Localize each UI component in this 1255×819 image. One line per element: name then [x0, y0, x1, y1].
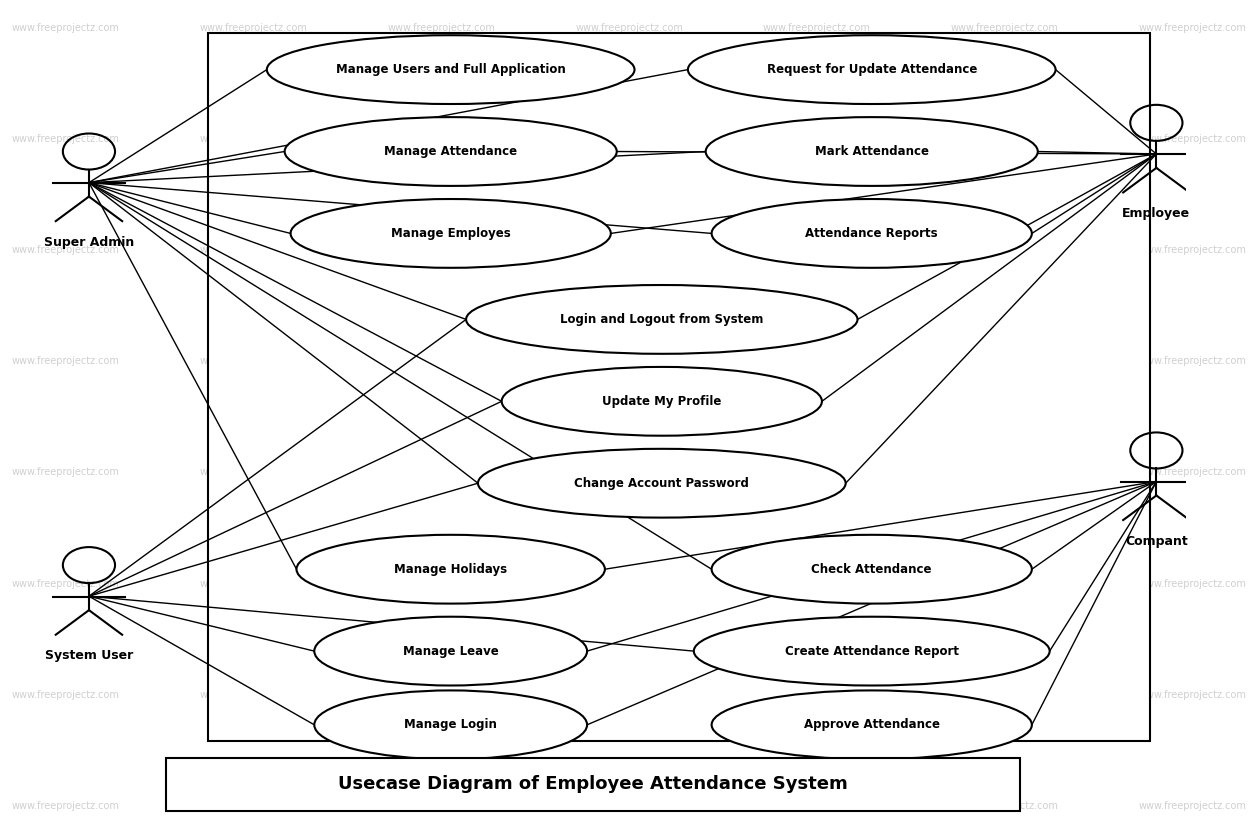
- Text: www.freeprojectz.com: www.freeprojectz.com: [575, 245, 683, 255]
- Text: www.freeprojectz.com: www.freeprojectz.com: [1138, 578, 1246, 589]
- Ellipse shape: [688, 35, 1055, 104]
- Text: www.freeprojectz.com: www.freeprojectz.com: [388, 578, 496, 589]
- Text: www.freeprojectz.com: www.freeprojectz.com: [763, 468, 871, 477]
- Text: www.freeprojectz.com: www.freeprojectz.com: [575, 690, 683, 699]
- Ellipse shape: [267, 35, 635, 104]
- Text: Employee: Employee: [1122, 207, 1191, 220]
- Text: Attendance Reports: Attendance Reports: [806, 227, 937, 240]
- Text: www.freeprojectz.com: www.freeprojectz.com: [388, 801, 496, 811]
- Text: www.freeprojectz.com: www.freeprojectz.com: [200, 23, 307, 33]
- Text: Request for Update Attendance: Request for Update Attendance: [767, 63, 976, 76]
- Text: Manage Login: Manage Login: [404, 718, 497, 731]
- Text: www.freeprojectz.com: www.freeprojectz.com: [388, 690, 496, 699]
- Ellipse shape: [285, 117, 616, 186]
- Ellipse shape: [712, 199, 1032, 268]
- Text: www.freeprojectz.com: www.freeprojectz.com: [200, 690, 307, 699]
- Text: www.freeprojectz.com: www.freeprojectz.com: [763, 23, 871, 33]
- Text: www.freeprojectz.com: www.freeprojectz.com: [11, 468, 119, 477]
- Text: www.freeprojectz.com: www.freeprojectz.com: [11, 578, 119, 589]
- Text: www.freeprojectz.com: www.freeprojectz.com: [11, 134, 119, 144]
- Text: www.freeprojectz.com: www.freeprojectz.com: [575, 23, 683, 33]
- Text: Create Attendance Report: Create Attendance Report: [784, 645, 959, 658]
- Text: www.freeprojectz.com: www.freeprojectz.com: [388, 23, 496, 33]
- Text: www.freeprojectz.com: www.freeprojectz.com: [1138, 801, 1246, 811]
- Text: www.freeprojectz.com: www.freeprojectz.com: [951, 356, 1059, 366]
- Text: www.freeprojectz.com: www.freeprojectz.com: [1138, 23, 1246, 33]
- Text: www.freeprojectz.com: www.freeprojectz.com: [200, 578, 307, 589]
- Text: Check Attendance: Check Attendance: [812, 563, 932, 576]
- Text: Change Account Password: Change Account Password: [575, 477, 749, 490]
- Text: www.freeprojectz.com: www.freeprojectz.com: [763, 690, 871, 699]
- Text: www.freeprojectz.com: www.freeprojectz.com: [11, 801, 119, 811]
- Text: Login and Logout from System: Login and Logout from System: [560, 313, 763, 326]
- Text: www.freeprojectz.com: www.freeprojectz.com: [1138, 468, 1246, 477]
- Text: System User: System User: [45, 649, 133, 663]
- Text: www.freeprojectz.com: www.freeprojectz.com: [200, 468, 307, 477]
- Text: www.freeprojectz.com: www.freeprojectz.com: [763, 245, 871, 255]
- Ellipse shape: [712, 535, 1032, 604]
- Text: Manage Employes: Manage Employes: [390, 227, 511, 240]
- Text: www.freeprojectz.com: www.freeprojectz.com: [951, 801, 1059, 811]
- Text: www.freeprojectz.com: www.freeprojectz.com: [11, 23, 119, 33]
- Ellipse shape: [466, 285, 857, 354]
- Ellipse shape: [296, 535, 605, 604]
- Text: Super Admin: Super Admin: [44, 236, 134, 249]
- Text: www.freeprojectz.com: www.freeprojectz.com: [1138, 134, 1246, 144]
- Text: Manage Leave: Manage Leave: [403, 645, 498, 658]
- Text: www.freeprojectz.com: www.freeprojectz.com: [951, 23, 1059, 33]
- Text: www.freeprojectz.com: www.freeprojectz.com: [200, 801, 307, 811]
- Text: www.freeprojectz.com: www.freeprojectz.com: [763, 578, 871, 589]
- Text: www.freeprojectz.com: www.freeprojectz.com: [575, 468, 683, 477]
- Text: www.freeprojectz.com: www.freeprojectz.com: [1138, 690, 1246, 699]
- Ellipse shape: [314, 617, 587, 686]
- Text: www.freeprojectz.com: www.freeprojectz.com: [11, 356, 119, 366]
- Text: www.freeprojectz.com: www.freeprojectz.com: [951, 468, 1059, 477]
- Text: www.freeprojectz.com: www.freeprojectz.com: [200, 245, 307, 255]
- Text: www.freeprojectz.com: www.freeprojectz.com: [1138, 245, 1246, 255]
- Text: Usecase Diagram of Employee Attendance System: Usecase Diagram of Employee Attendance S…: [338, 776, 848, 793]
- Text: Manage Users and Full Application: Manage Users and Full Application: [336, 63, 566, 76]
- Text: www.freeprojectz.com: www.freeprojectz.com: [951, 578, 1059, 589]
- Text: www.freeprojectz.com: www.freeprojectz.com: [951, 134, 1059, 144]
- Text: www.freeprojectz.com: www.freeprojectz.com: [388, 356, 496, 366]
- Text: www.freeprojectz.com: www.freeprojectz.com: [11, 690, 119, 699]
- Text: Manage Attendance: Manage Attendance: [384, 145, 517, 158]
- Ellipse shape: [712, 690, 1032, 759]
- Text: www.freeprojectz.com: www.freeprojectz.com: [951, 245, 1059, 255]
- Text: www.freeprojectz.com: www.freeprojectz.com: [763, 134, 871, 144]
- Text: Compant: Compant: [1124, 535, 1187, 548]
- Text: Approve Attendance: Approve Attendance: [803, 718, 940, 731]
- Text: Manage Holidays: Manage Holidays: [394, 563, 507, 576]
- Text: www.freeprojectz.com: www.freeprojectz.com: [388, 468, 496, 477]
- Text: www.freeprojectz.com: www.freeprojectz.com: [575, 134, 683, 144]
- Text: www.freeprojectz.com: www.freeprojectz.com: [388, 134, 496, 144]
- Text: Update My Profile: Update My Profile: [602, 395, 722, 408]
- Text: www.freeprojectz.com: www.freeprojectz.com: [11, 245, 119, 255]
- Text: www.freeprojectz.com: www.freeprojectz.com: [575, 801, 683, 811]
- Text: Mark Attendance: Mark Attendance: [814, 145, 929, 158]
- Text: www.freeprojectz.com: www.freeprojectz.com: [575, 578, 683, 589]
- Ellipse shape: [291, 199, 611, 268]
- Ellipse shape: [694, 617, 1049, 686]
- Text: www.freeprojectz.com: www.freeprojectz.com: [763, 801, 871, 811]
- Ellipse shape: [314, 690, 587, 759]
- Text: www.freeprojectz.com: www.freeprojectz.com: [1138, 356, 1246, 366]
- Text: www.freeprojectz.com: www.freeprojectz.com: [200, 134, 307, 144]
- Text: www.freeprojectz.com: www.freeprojectz.com: [951, 690, 1059, 699]
- Text: www.freeprojectz.com: www.freeprojectz.com: [200, 356, 307, 366]
- Text: www.freeprojectz.com: www.freeprojectz.com: [575, 356, 683, 366]
- Bar: [207, 33, 1151, 741]
- Ellipse shape: [705, 117, 1038, 186]
- Text: www.freeprojectz.com: www.freeprojectz.com: [763, 356, 871, 366]
- Ellipse shape: [478, 449, 846, 518]
- Text: www.freeprojectz.com: www.freeprojectz.com: [388, 245, 496, 255]
- Ellipse shape: [502, 367, 822, 436]
- Bar: [166, 758, 1020, 811]
